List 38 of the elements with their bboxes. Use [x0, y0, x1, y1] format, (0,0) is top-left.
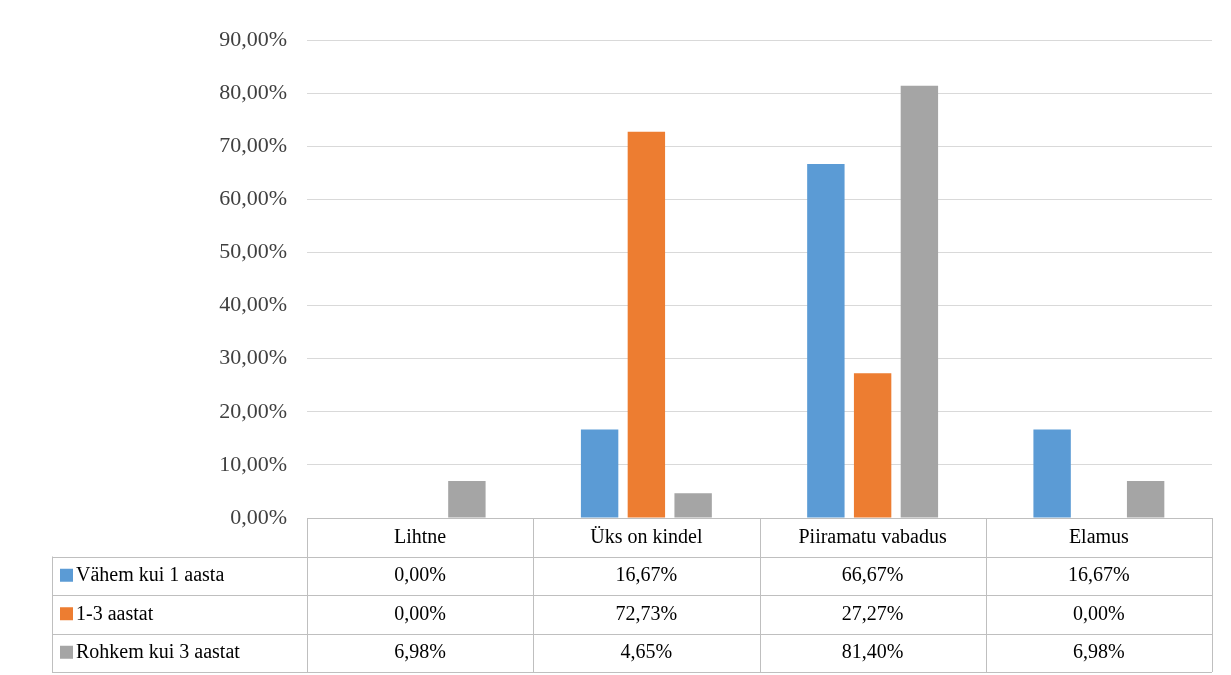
y-tick-label: 60,00% — [219, 185, 287, 211]
bar — [807, 163, 845, 518]
x-tick-label: Üks on kindel — [590, 525, 703, 548]
legend-label: Rohkem kui 3 aastat — [76, 640, 241, 662]
data-label: 6,98% — [394, 640, 446, 662]
legend-label: Vähem kui 1 aasta — [76, 563, 225, 585]
y-tick-label: 30,00% — [219, 344, 287, 370]
data-label: 0,00% — [394, 563, 446, 585]
data-label: 16,67% — [615, 563, 678, 585]
x-tick-label: Piiramatu vabadus — [798, 525, 947, 548]
data-label: 27,27% — [841, 601, 904, 624]
y-tick-label: 10,00% — [219, 450, 287, 476]
data-label: 16,67% — [1068, 563, 1130, 585]
bar — [1033, 429, 1071, 518]
bar — [674, 493, 712, 518]
data-label: 0,00% — [394, 601, 446, 624]
data-label: 66,67% — [841, 563, 904, 585]
x-tick-label: Elamus — [1068, 525, 1130, 548]
data-label: 72,73% — [615, 601, 678, 624]
y-tick-label: 0,00% — [230, 503, 287, 529]
y-tick-label: 80,00% — [219, 78, 287, 104]
x-tick-label: Lihtne — [394, 525, 447, 548]
y-tick-label: 70,00% — [219, 132, 287, 157]
y-tick-label: 90,00% — [219, 25, 287, 51]
bar — [448, 480, 486, 518]
data-label: 4,65% — [620, 640, 673, 662]
bar — [853, 373, 892, 518]
y-tick-label: 40,00% — [219, 291, 287, 317]
y-tick-label: 50,00% — [219, 238, 287, 264]
legend-label: 1-3 aastat — [76, 601, 154, 624]
bar — [1126, 480, 1165, 518]
y-tick-label: 20,00% — [219, 397, 287, 423]
bar — [627, 131, 666, 518]
data-label: 0,00% — [1073, 601, 1125, 624]
data-label: 81,40% — [841, 640, 904, 662]
bar — [580, 429, 619, 518]
bar — [900, 85, 939, 518]
data-label: 6,98% — [1073, 640, 1125, 662]
